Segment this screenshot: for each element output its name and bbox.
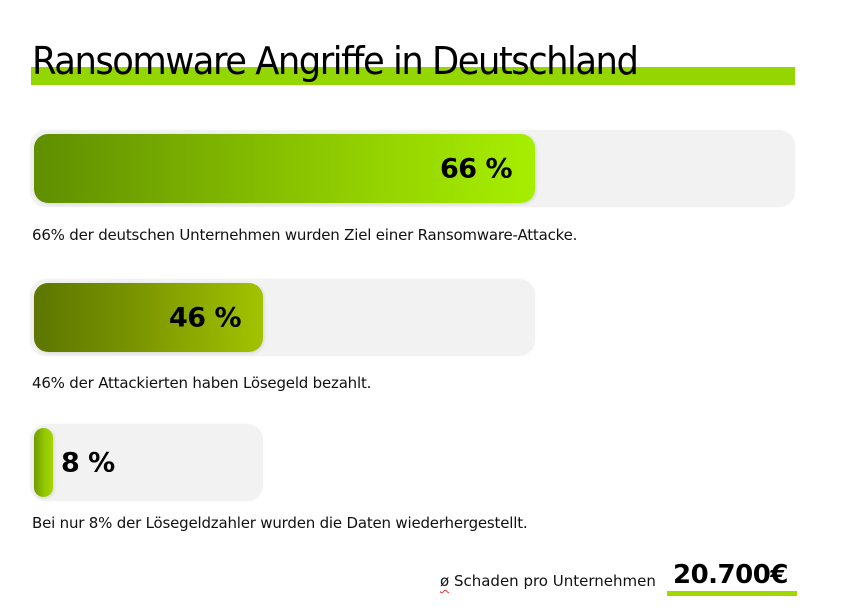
progress-value-2: 46 % bbox=[169, 302, 242, 333]
progress-track-3: 8 % bbox=[30, 424, 263, 501]
average-damage-value: 20.700€ bbox=[673, 560, 788, 590]
progress-value-3: 8 % bbox=[61, 447, 115, 478]
stat-description-3: Bei nur 8% der Lösegeldzahler wurden die… bbox=[32, 514, 528, 532]
average-symbol: ø bbox=[440, 572, 450, 590]
title-underline-bar bbox=[31, 67, 795, 85]
progress-track-2: 46 % bbox=[30, 279, 535, 356]
progress-fill-2 bbox=[34, 283, 263, 352]
page-title: Ransomware Angriffe in Deutschland bbox=[32, 39, 639, 83]
progress-track-1: 66 % bbox=[30, 130, 795, 207]
progress-value-1: 66 % bbox=[440, 153, 513, 184]
stat-description-1: 66% der deutschen Unternehmen wurden Zie… bbox=[32, 226, 578, 244]
average-damage-underline bbox=[667, 591, 797, 596]
average-damage-label: ø Schaden pro Unternehmen bbox=[440, 572, 656, 590]
progress-fill-1 bbox=[34, 134, 535, 203]
average-damage-text: Schaden pro Unternehmen bbox=[449, 572, 656, 590]
stat-description-2: 46% der Attackierten haben Lösegeld beza… bbox=[32, 374, 372, 392]
progress-fill-3 bbox=[34, 428, 53, 497]
